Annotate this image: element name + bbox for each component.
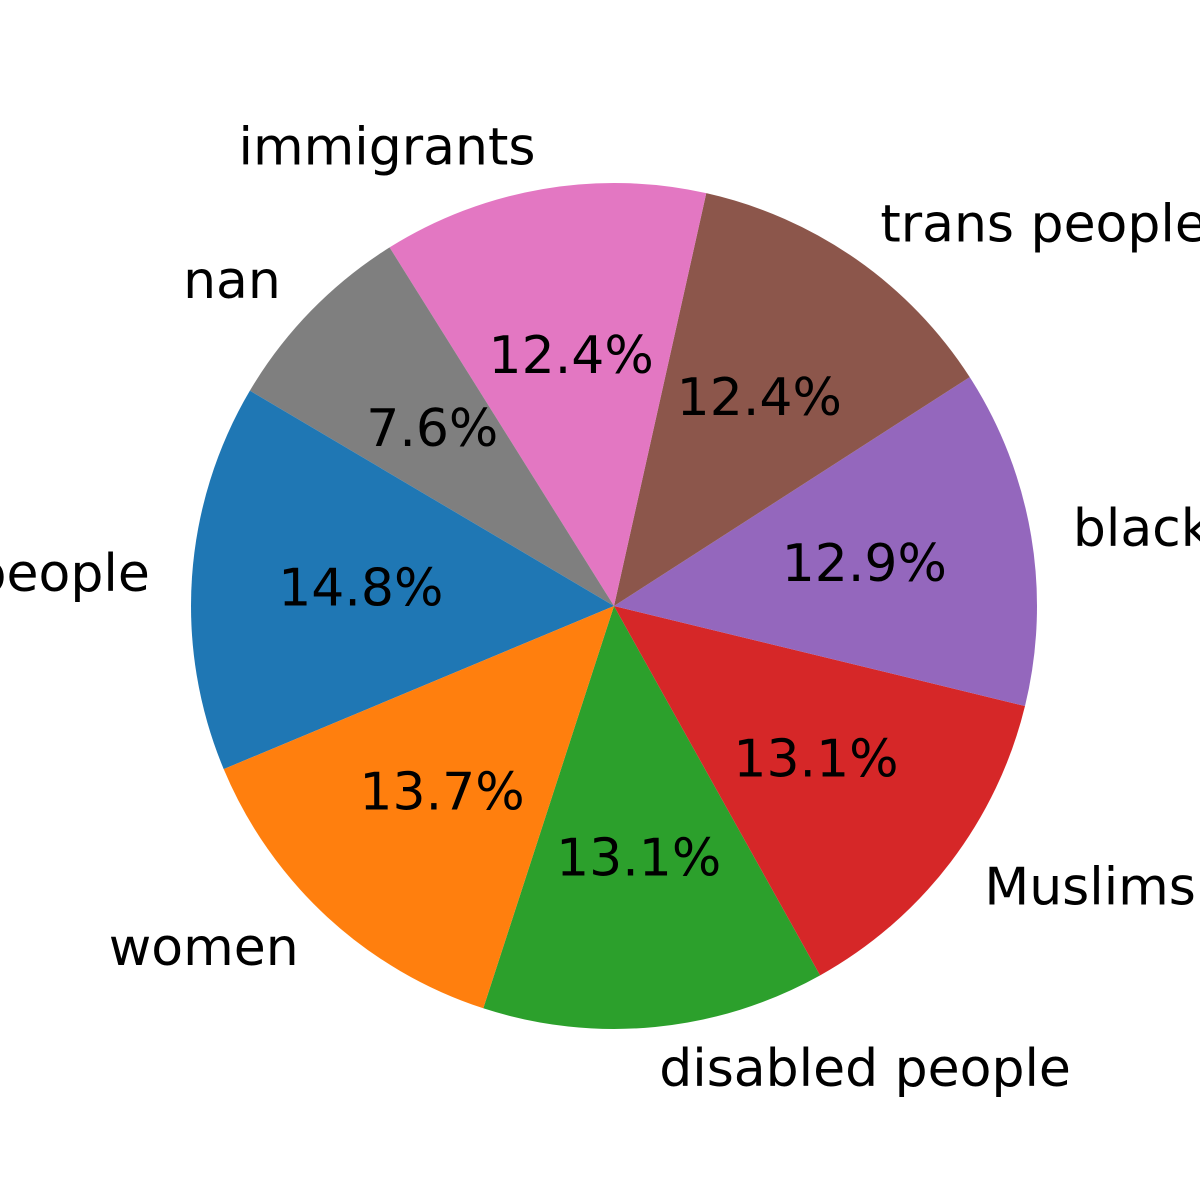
percent-label-gay-people: 14.8% xyxy=(278,558,443,618)
category-label-disabled-people: disabled people xyxy=(659,1039,1071,1099)
category-label-immigrants: immigrants xyxy=(239,117,536,177)
slice-muslims xyxy=(614,606,1026,976)
category-label-women: women xyxy=(109,918,299,978)
category-label-black-people: black people xyxy=(1073,499,1200,559)
percent-label-immigrants: 12.4% xyxy=(489,326,654,386)
slice-nan xyxy=(249,247,614,606)
percent-label-muslims: 13.1% xyxy=(733,730,898,790)
percent-label-black-people: 12.9% xyxy=(782,534,947,594)
percent-label-women: 13.7% xyxy=(359,763,524,823)
category-label-muslims: Muslims xyxy=(984,858,1196,918)
slice-disabled-people xyxy=(483,606,821,1030)
category-label-nan: nan xyxy=(183,251,281,311)
slice-trans-people xyxy=(614,193,970,607)
category-labels: disabled people Muslims black people trans … xyxy=(0,117,1200,1099)
slice-women xyxy=(223,606,615,1009)
slice-black-people xyxy=(614,377,1037,707)
slice-immigrants xyxy=(389,183,707,606)
percent-labels: 13.1%13.1% 12.9% 12.4% 12.4% 7.6% 14.8% 13.7% xyxy=(278,326,947,889)
percent-label-trans-people: 12.4% xyxy=(677,368,842,428)
category-label-trans-people: trans people xyxy=(880,194,1200,254)
slice-gay-people xyxy=(191,390,614,770)
category-label-gay-people: gay people xyxy=(0,544,150,604)
pie-slices xyxy=(191,183,1037,1030)
percent-label-nan: 7.6% xyxy=(366,399,498,459)
percent-label-disabled-people: 13.1% xyxy=(556,829,721,889)
